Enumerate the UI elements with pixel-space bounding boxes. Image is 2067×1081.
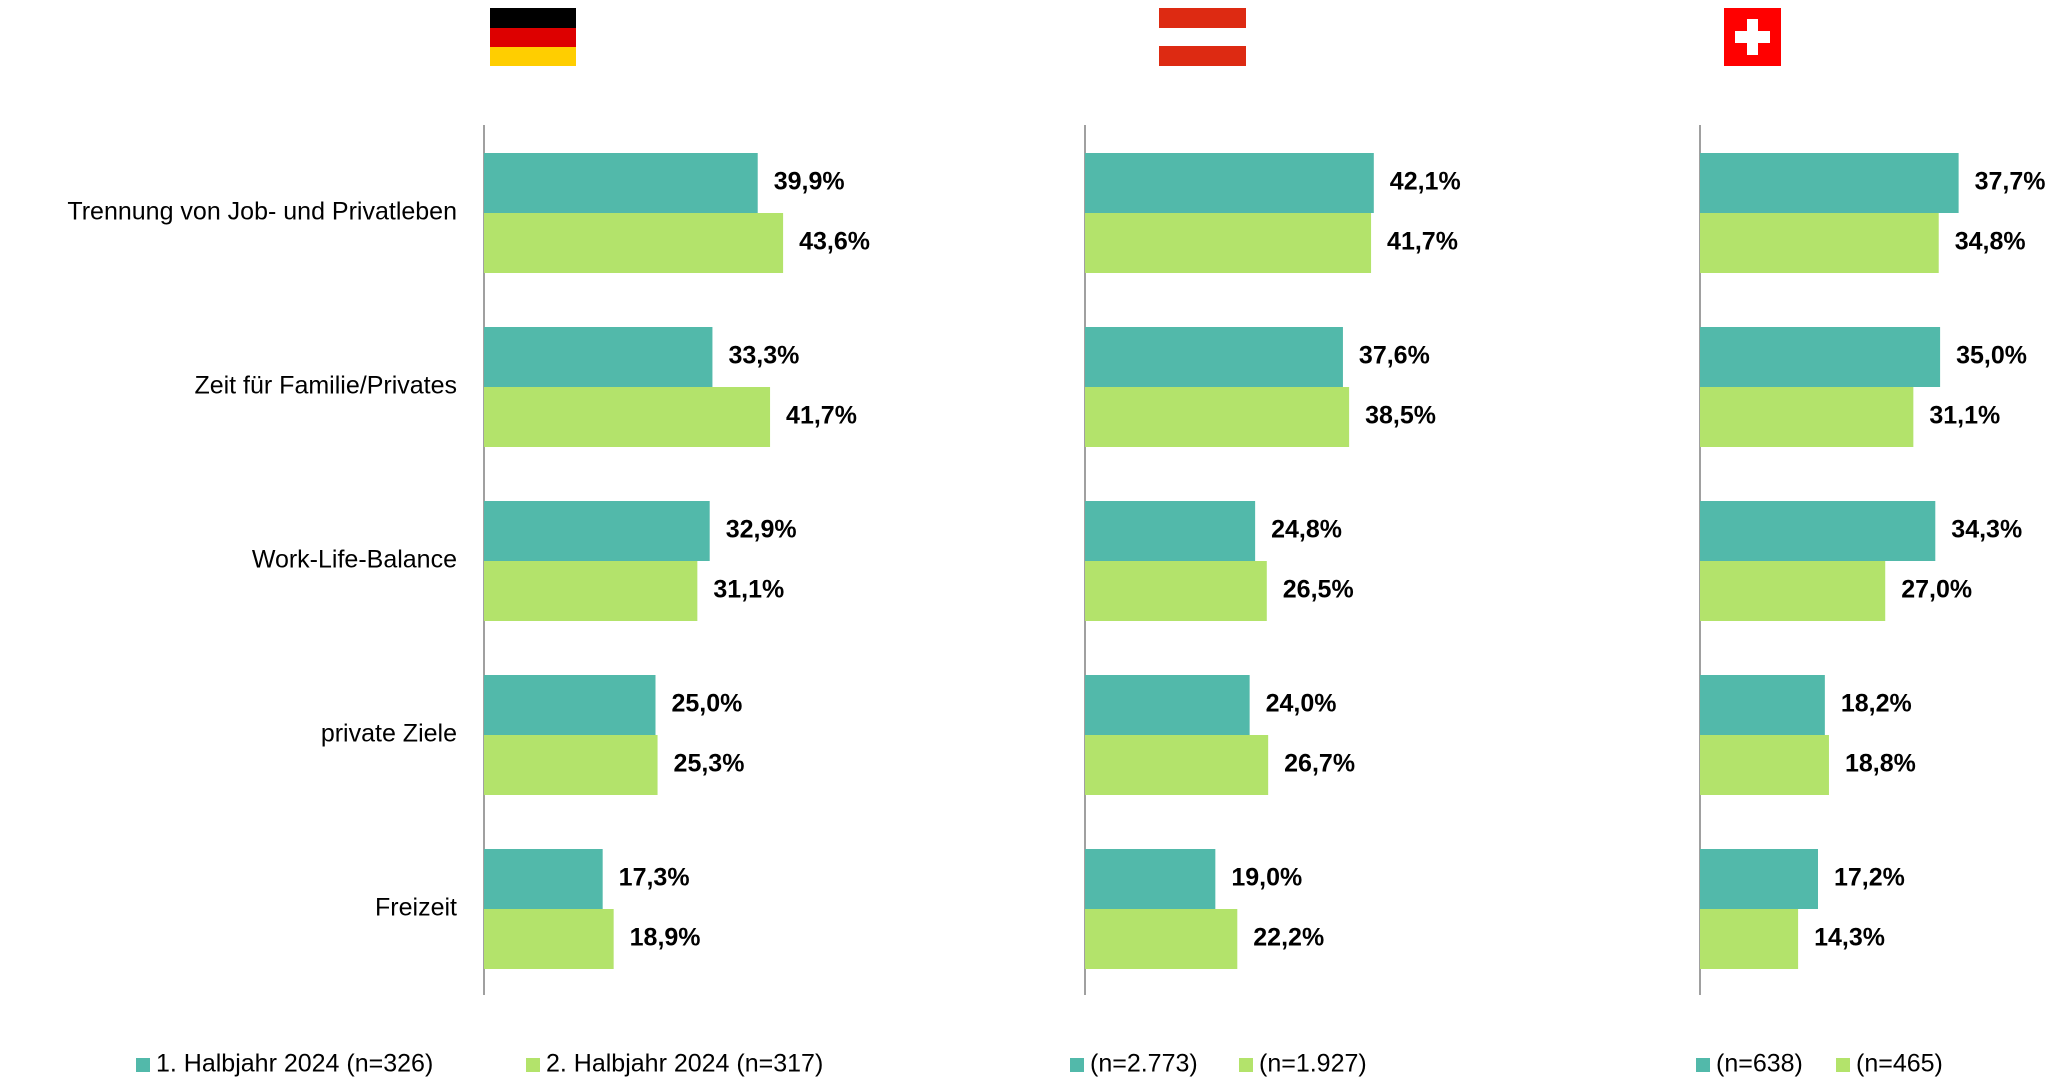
bar <box>1085 387 1350 447</box>
bar <box>1085 213 1372 273</box>
bar <box>1085 909 1238 969</box>
legend-label: 2. Halbjahr 2024 (n=317) <box>546 1050 823 1078</box>
legend-swatch <box>526 1058 540 1072</box>
value-label: 33,3% <box>728 342 799 370</box>
value-label: 34,3% <box>1951 516 2022 544</box>
value-label: 24,8% <box>1271 516 1342 544</box>
value-label: 32,9% <box>726 516 797 544</box>
bar <box>484 909 614 969</box>
bar <box>484 153 758 213</box>
bar <box>484 213 784 273</box>
flag-switzerland <box>1724 8 1781 66</box>
legend-swatch <box>136 1058 150 1072</box>
bar <box>1700 501 1936 561</box>
bar <box>484 849 603 909</box>
bar <box>1085 561 1267 621</box>
bar <box>1700 735 1829 795</box>
value-label: 25,3% <box>674 750 745 778</box>
category-label: Work-Life-Balance <box>252 546 457 574</box>
legend-swatch <box>1836 1058 1850 1072</box>
bar <box>1700 327 1941 387</box>
value-label: 42,1% <box>1390 168 1461 196</box>
category-label: Freizeit <box>375 894 457 922</box>
value-label: 25,0% <box>672 690 743 718</box>
value-label: 26,7% <box>1284 750 1355 778</box>
legend-label: 1. Halbjahr 2024 (n=326) <box>156 1050 433 1078</box>
bar <box>1700 561 1886 621</box>
value-label: 19,0% <box>1231 864 1302 892</box>
legend-label: (n=465) <box>1856 1050 1943 1078</box>
value-label: 18,9% <box>630 924 701 952</box>
bar <box>1085 153 1374 213</box>
value-label: 17,2% <box>1834 864 1905 892</box>
value-label: 17,3% <box>619 864 690 892</box>
bar <box>484 501 710 561</box>
bar <box>1085 675 1250 735</box>
legend-label: (n=2.773) <box>1090 1050 1198 1078</box>
legend-swatch <box>1696 1058 1710 1072</box>
category-label: Trennung von Job- und Privatleben <box>67 198 457 226</box>
category-label: Zeit für Familie/Privates <box>194 372 457 400</box>
value-label: 41,7% <box>1387 228 1458 256</box>
bar <box>1700 387 1914 447</box>
legend-label: (n=638) <box>1716 1050 1803 1078</box>
bar <box>1700 849 1818 909</box>
bar <box>484 561 698 621</box>
bar <box>484 387 771 447</box>
bar <box>484 735 658 795</box>
value-label: 43,6% <box>799 228 870 256</box>
value-label: 37,6% <box>1359 342 1430 370</box>
value-label: 35,0% <box>1956 342 2027 370</box>
value-label: 31,1% <box>1929 402 2000 430</box>
bar <box>1700 675 1825 735</box>
bar <box>1700 153 1959 213</box>
value-label: 18,8% <box>1845 750 1916 778</box>
value-label: 18,2% <box>1841 690 1912 718</box>
bar <box>484 675 656 735</box>
value-label: 31,1% <box>713 576 784 604</box>
bar <box>1085 327 1343 387</box>
value-label: 38,5% <box>1365 402 1436 430</box>
bar <box>1700 909 1799 969</box>
value-label: 27,0% <box>1901 576 1972 604</box>
value-label: 24,0% <box>1266 690 1337 718</box>
value-label: 14,3% <box>1814 924 1885 952</box>
bar <box>1085 735 1269 795</box>
value-label: 22,2% <box>1253 924 1324 952</box>
flag-austria <box>1159 8 1246 66</box>
bar <box>1085 849 1216 909</box>
value-label: 41,7% <box>786 402 857 430</box>
bar <box>484 327 713 387</box>
value-label: 26,5% <box>1283 576 1354 604</box>
value-label: 37,7% <box>1975 168 2046 196</box>
category-label: private Ziele <box>321 720 457 748</box>
bar <box>1700 213 1939 273</box>
value-label: 34,8% <box>1955 228 2026 256</box>
value-label: 39,9% <box>774 168 845 196</box>
legend-swatch <box>1070 1058 1084 1072</box>
bar <box>1085 501 1256 561</box>
legend-label: (n=1.927) <box>1259 1050 1367 1078</box>
legend-swatch <box>1239 1058 1253 1072</box>
flag-germany <box>490 8 576 66</box>
